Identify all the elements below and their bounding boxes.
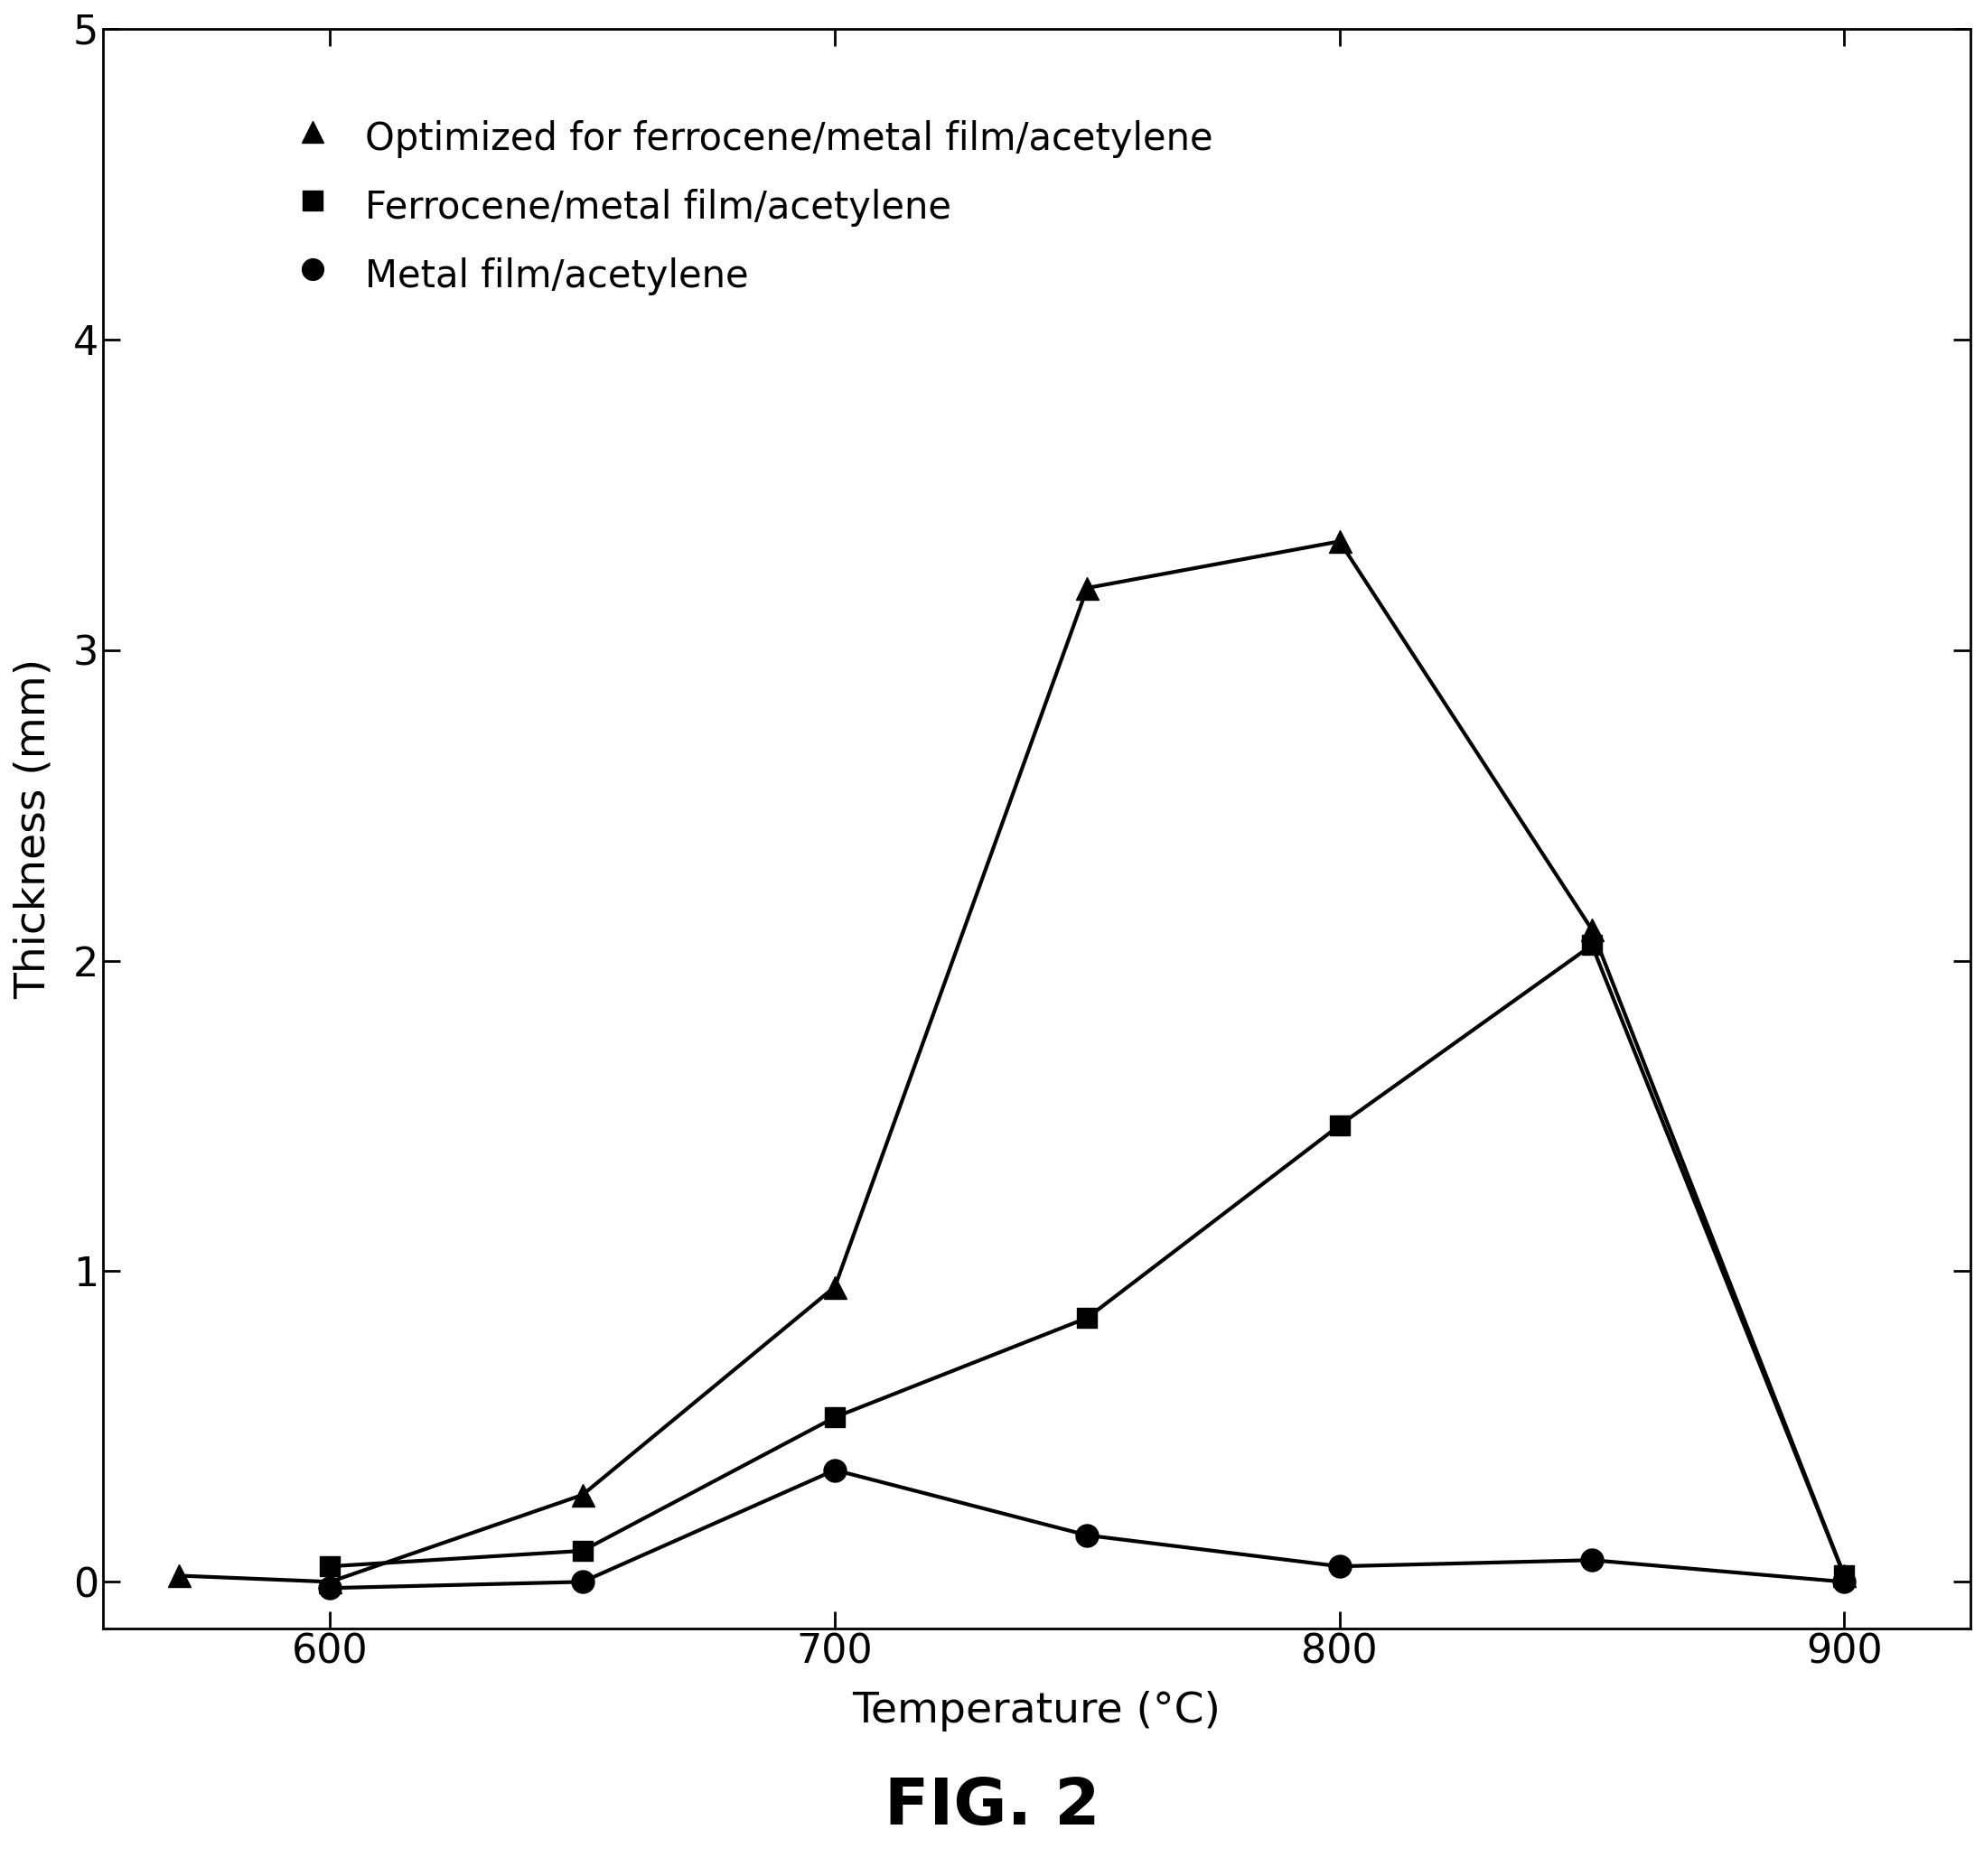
X-axis label: Temperature (°C): Temperature (°C) <box>853 1690 1220 1732</box>
Y-axis label: Thickness (mm): Thickness (mm) <box>14 658 54 1000</box>
Text: FIG. 2: FIG. 2 <box>885 1777 1099 1838</box>
Legend: Optimized for ferrocene/metal film/acetylene, Ferrocene/metal film/acetylene, Me: Optimized for ferrocene/metal film/acety… <box>272 96 1232 317</box>
